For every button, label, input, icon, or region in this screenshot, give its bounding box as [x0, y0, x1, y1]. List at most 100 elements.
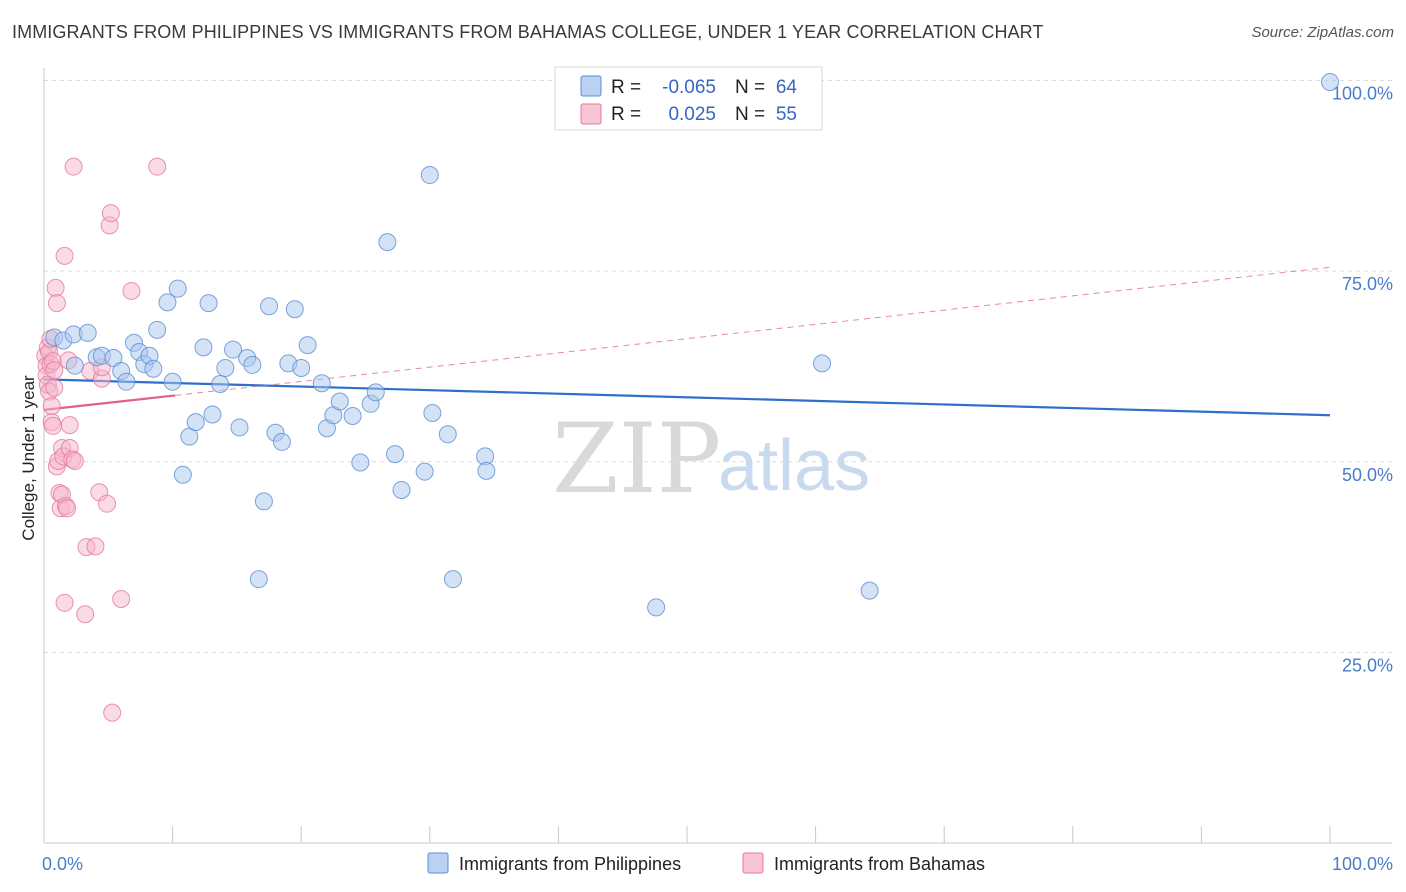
- y-tick-label: 25.0%: [1342, 655, 1393, 675]
- data-point-philippines: [224, 340, 243, 359]
- data-point-bahamas: [112, 590, 131, 608]
- bottom-legend: Immigrants from Philippines Immigrants f…: [427, 852, 985, 874]
- trend-line-bahamas: [43, 394, 176, 411]
- data-point-philippines: [243, 355, 262, 374]
- data-point-bahamas: [76, 605, 95, 624]
- data-point-bahamas: [60, 416, 79, 435]
- data-point-bahamas: [103, 703, 122, 722]
- data-point-philippines: [330, 392, 349, 411]
- data-point-bahamas: [45, 378, 64, 397]
- watermark-zip: ZIP: [552, 403, 721, 515]
- data-point-philippines: [203, 405, 222, 424]
- data-point-philippines: [813, 354, 832, 373]
- data-point-bahamas: [55, 593, 74, 612]
- chart-title: IMMIGRANTS FROM PHILIPPINES VS IMMIGRANT…: [12, 22, 1044, 42]
- data-point-bahamas: [44, 416, 63, 435]
- watermark: ZIP atlas: [552, 403, 870, 515]
- data-point-philippines: [117, 372, 136, 391]
- data-point-philippines: [1321, 73, 1339, 92]
- data-point-philippines: [65, 356, 84, 375]
- data-point-philippines: [860, 581, 879, 600]
- data-point-philippines: [148, 320, 167, 339]
- legend-r-label: R =: [611, 104, 641, 125]
- data-point-bahamas: [122, 281, 141, 300]
- data-point-philippines: [415, 462, 434, 481]
- legend-swatch-philippines: [580, 75, 602, 97]
- data-point-philippines: [211, 374, 230, 393]
- legend-r-label: R =: [611, 77, 641, 98]
- data-point-philippines: [216, 358, 235, 377]
- watermark-atlas: atlas: [718, 426, 870, 506]
- bottom-legend-label-philippines: Immigrants from Philippines: [459, 854, 681, 874]
- data-point-philippines: [230, 418, 249, 437]
- data-point-philippines: [285, 300, 304, 319]
- data-point-philippines: [199, 294, 218, 313]
- data-point-philippines: [443, 570, 462, 589]
- data-point-bahamas: [65, 451, 84, 470]
- grid: [44, 80, 1392, 653]
- legend-n-label: N =: [735, 77, 765, 98]
- data-point-philippines: [260, 297, 279, 316]
- legend-n-value-bahamas: 55: [776, 104, 797, 125]
- data-point-philippines: [168, 279, 187, 298]
- data-point-philippines: [272, 432, 291, 451]
- data-point-philippines: [420, 166, 439, 185]
- series-bahamas: [36, 157, 167, 722]
- series-philippines: [45, 73, 1339, 617]
- bottom-legend-swatch-philippines: [427, 852, 449, 874]
- x-tick-label: 0.0%: [42, 854, 83, 874]
- ticks: 25.0% 50.0% 75.0% 100.0% 0.0% 100.0%: [42, 84, 1393, 875]
- x-tick-label: 100.0%: [1332, 854, 1393, 874]
- legend-r-value-philippines: -0.065: [662, 77, 716, 98]
- data-point-philippines: [158, 293, 177, 312]
- y-tick-label: 75.0%: [1342, 274, 1393, 294]
- data-point-bahamas: [46, 278, 65, 297]
- data-point-philippines: [173, 465, 192, 484]
- data-point-philippines: [78, 323, 97, 342]
- y-axis-title: College, Under 1 year: [19, 375, 38, 541]
- legend-n-value-philippines: 64: [776, 77, 798, 98]
- data-point-bahamas: [47, 294, 66, 313]
- data-point-philippines: [343, 407, 362, 425]
- legend-row-philippines: R = -0.065 N = 64: [580, 75, 798, 98]
- data-point-philippines: [312, 374, 331, 393]
- data-point-bahamas: [55, 246, 74, 265]
- data-point-philippines: [386, 445, 405, 464]
- chart-source: Source: ZipAtlas.com: [1251, 24, 1394, 41]
- data-point-philippines: [392, 480, 411, 499]
- data-point-philippines: [144, 359, 163, 378]
- data-point-philippines: [186, 413, 205, 432]
- legend-r-value-bahamas: 0.025: [668, 104, 716, 125]
- data-point-philippines: [249, 570, 268, 589]
- legend-row-bahamas: R = 0.025 N = 55: [580, 103, 797, 125]
- data-point-philippines: [477, 461, 496, 480]
- data-point-bahamas: [86, 537, 105, 556]
- data-point-philippines: [194, 338, 213, 357]
- data-point-bahamas: [64, 157, 83, 176]
- legend: R = -0.065 N = 64 R = 0.025 N = 55: [554, 66, 823, 131]
- data-point-philippines: [298, 336, 317, 355]
- data-point-philippines: [438, 425, 457, 444]
- trend-line-bahamas-extended: [175, 266, 1331, 396]
- axes: [43, 68, 1392, 844]
- trend-lines: [43, 266, 1331, 417]
- data-point-philippines: [366, 383, 385, 402]
- bottom-legend-swatch-bahamas: [742, 852, 764, 874]
- legend-swatch-bahamas: [580, 103, 602, 125]
- data-point-philippines: [292, 358, 311, 377]
- data-point-philippines: [254, 492, 273, 511]
- data-point-philippines: [423, 403, 442, 422]
- trend-line-philippines: [43, 378, 1331, 417]
- y-tick-label: 50.0%: [1342, 465, 1393, 485]
- bottom-legend-label-bahamas: Immigrants from Bahamas: [774, 854, 985, 874]
- data-point-bahamas: [148, 157, 167, 176]
- data-point-bahamas: [98, 494, 117, 513]
- data-point-philippines: [163, 372, 182, 391]
- legend-n-label: N =: [735, 104, 765, 125]
- data-point-bahamas: [42, 397, 61, 416]
- y-tick-label: 100.0%: [1332, 84, 1393, 104]
- data-point-bahamas: [45, 361, 64, 380]
- data-point-bahamas: [58, 499, 77, 518]
- data-point-philippines: [378, 233, 397, 252]
